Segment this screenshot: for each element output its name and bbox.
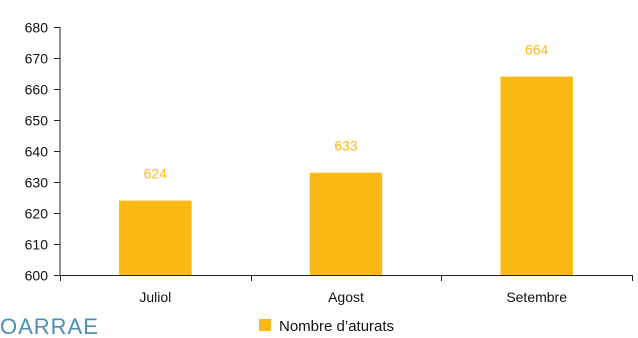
data-label: 624 bbox=[144, 166, 168, 182]
y-tick-label: 640 bbox=[25, 144, 49, 160]
legend-label: Nombre d’aturats bbox=[279, 318, 394, 335]
x-tick-label: Agost bbox=[328, 289, 364, 305]
data-label: 633 bbox=[334, 138, 358, 154]
y-tick-label: 610 bbox=[25, 237, 49, 253]
bar bbox=[500, 76, 573, 275]
bar bbox=[309, 172, 383, 275]
y-tick-label: 660 bbox=[25, 82, 49, 98]
legend-swatch bbox=[259, 319, 271, 331]
x-tick-label: Setembre bbox=[506, 289, 567, 305]
y-tick-label: 620 bbox=[25, 206, 49, 222]
x-axis: Juliol Agost Setembre bbox=[60, 275, 633, 305]
y-tick-label: 630 bbox=[25, 175, 49, 191]
x-tick-label: Juliol bbox=[139, 289, 171, 305]
data-label: 664 bbox=[525, 42, 549, 58]
y-axis: 600 610 620 630 640 650 660 670 680 bbox=[25, 20, 61, 284]
y-tick-label: 600 bbox=[25, 268, 49, 284]
bar bbox=[119, 200, 192, 275]
y-tick-label: 680 bbox=[25, 20, 49, 36]
bars bbox=[119, 76, 573, 275]
y-tick-label: 650 bbox=[25, 113, 49, 129]
y-tick-label: 670 bbox=[25, 51, 49, 67]
footer-brand-text: OARRAE bbox=[0, 314, 99, 338]
legend: Nombre d’aturats bbox=[259, 318, 394, 335]
data-labels: 624 633 664 bbox=[144, 42, 549, 182]
